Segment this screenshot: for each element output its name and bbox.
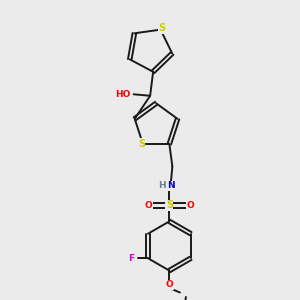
Text: O: O (145, 201, 152, 210)
Text: N: N (167, 182, 175, 190)
Text: O: O (187, 201, 194, 210)
Text: S: S (138, 139, 145, 149)
Text: S: S (166, 200, 173, 211)
Text: S: S (158, 23, 166, 33)
Text: H: H (158, 182, 166, 190)
Text: F: F (128, 254, 135, 263)
Text: HO: HO (116, 90, 131, 99)
Text: O: O (166, 280, 173, 290)
